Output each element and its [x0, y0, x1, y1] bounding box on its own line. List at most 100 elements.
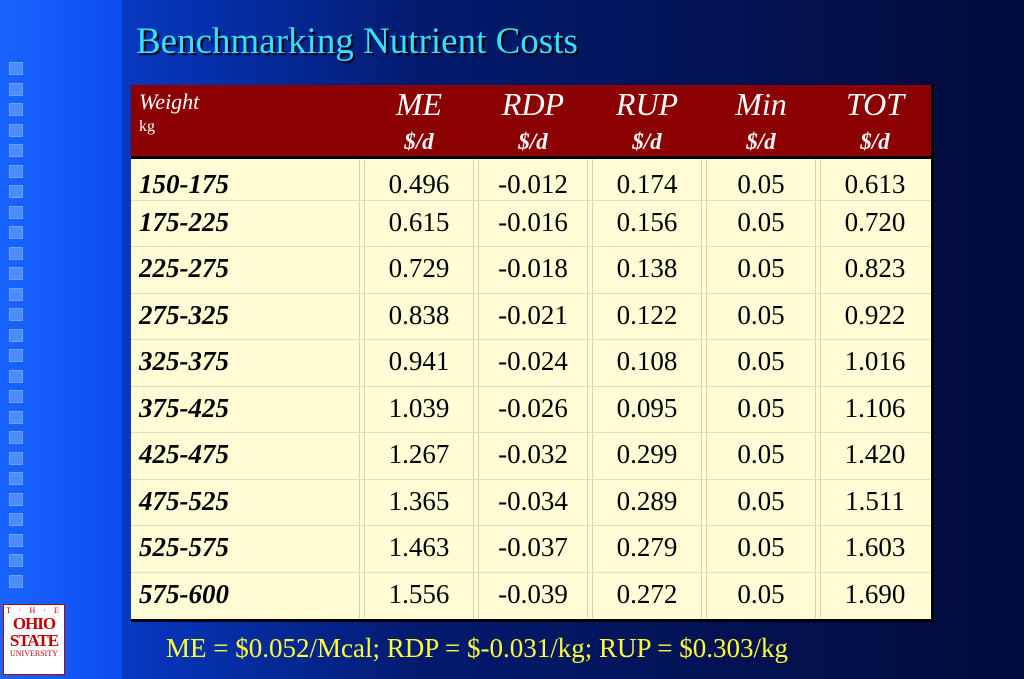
table-row: 225-275 0.729 -0.018 0.138 0.05 0.823: [131, 247, 931, 293]
decorative-square: [9, 226, 23, 239]
value-cell: 1.690: [844, 579, 906, 609]
value-cell: 1.556: [388, 579, 450, 609]
decorative-square: [9, 308, 23, 321]
table-header: Weight kg ME $/d RDP $/d RUP $/d Min $/d TOT $/d: [131, 85, 931, 159]
column-divider: [587, 159, 588, 619]
decorative-square: [9, 287, 23, 301]
value-cell: 1.365: [388, 486, 450, 516]
column-unit: $/d: [860, 129, 890, 154]
value-cell: 0.272: [616, 579, 678, 609]
value-cell: 1.039: [388, 393, 450, 423]
decorative-square: [9, 574, 23, 588]
value-cell: 0.05: [737, 300, 785, 330]
decorative-square: [9, 431, 23, 444]
value-cell: 0.05: [737, 579, 785, 609]
weight-cell: 175-225: [139, 207, 229, 237]
decorative-square: [9, 144, 23, 157]
value-cell: 1.511: [845, 486, 905, 516]
table-row: 425-475 1.267 -0.032 0.299 0.05 1.420: [131, 433, 931, 479]
value-cell: -0.026: [498, 393, 568, 423]
column-header-tot: TOT: [845, 86, 905, 122]
column-divider: [473, 159, 474, 619]
value-cell: 0.122: [616, 300, 678, 330]
value-cell: -0.039: [498, 579, 568, 609]
weight-cell: 325-375: [139, 346, 229, 376]
decorative-square: [9, 513, 23, 526]
column-unit: $/d: [404, 129, 434, 154]
value-cell: 0.729: [388, 253, 450, 283]
value-cell: 0.095: [616, 393, 678, 423]
value-cell: 0.299: [616, 439, 678, 469]
value-cell: 0.613: [844, 169, 906, 199]
decorative-square: [9, 267, 23, 280]
decorative-squares: [9, 62, 27, 595]
column-divider: [364, 159, 365, 619]
value-cell: 0.823: [844, 253, 906, 283]
column-unit: $/d: [746, 129, 776, 154]
decorative-square: [9, 205, 23, 219]
column-divider: [478, 159, 479, 619]
value-cell: 1.267: [388, 439, 450, 469]
decorative-square: [9, 451, 23, 465]
weight-cell: 275-325: [139, 300, 229, 330]
value-cell: 1.420: [844, 439, 906, 469]
value-cell: -0.018: [498, 253, 568, 283]
value-cell: 0.720: [844, 207, 906, 237]
column-header-me: ME: [395, 86, 443, 122]
weight-cell: 150-175: [139, 169, 229, 199]
value-cell: 0.922: [844, 300, 906, 330]
row-divider: [131, 293, 931, 294]
value-cell: 1.603: [844, 532, 906, 562]
decorative-square: [9, 103, 23, 116]
table-row: 325-375 0.941 -0.024 0.108 0.05 1.016: [131, 340, 931, 386]
decorative-square: [9, 82, 23, 96]
decorative-square: [9, 554, 23, 567]
column-header-min: Min: [735, 86, 787, 122]
column-header-rdp: RDP: [501, 86, 565, 122]
value-cell: 0.05: [737, 253, 785, 283]
column-unit: $/d: [518, 129, 548, 154]
decorative-square: [9, 410, 23, 424]
row-divider: [131, 479, 931, 480]
column-unit: $/d: [632, 129, 662, 154]
table-row: 375-425 1.039 -0.026 0.095 0.05 1.106: [131, 387, 931, 433]
decorative-square: [9, 164, 23, 178]
row-divider: [131, 572, 931, 573]
decorative-square: [9, 390, 23, 403]
ohio-state-logo: T · H · E OHIO STATE UNIVERSITY: [3, 604, 65, 675]
row-divider: [131, 339, 931, 340]
value-cell: 0.838: [388, 300, 450, 330]
nutrient-cost-table: Weight kg ME $/d RDP $/d RUP $/d Min $/d TOT $/d …: [131, 85, 934, 622]
value-cell: 0.615: [388, 207, 450, 237]
value-cell: -0.012: [498, 169, 568, 199]
decorative-square: [9, 328, 23, 342]
value-cell: 1.106: [844, 393, 906, 423]
logo-the: T · H · E: [6, 606, 62, 615]
value-cell: 0.05: [737, 393, 785, 423]
decorative-square: [9, 246, 23, 260]
value-cell: -0.024: [498, 346, 568, 376]
column-divider: [820, 159, 821, 619]
logo-state: STATE: [9, 631, 59, 650]
row-divider: [131, 525, 931, 526]
column-divider: [815, 159, 816, 619]
row-divider: [131, 432, 931, 433]
table-row: 275-325 0.838 -0.021 0.122 0.05 0.922: [131, 294, 931, 340]
weight-cell: 225-275: [139, 253, 229, 283]
decorative-square: [9, 533, 23, 547]
value-cell: 0.138: [616, 253, 678, 283]
value-cell: 0.05: [737, 169, 785, 199]
decorative-square: [9, 472, 23, 485]
value-cell: 0.05: [737, 486, 785, 516]
decorative-square: [9, 123, 23, 137]
value-cell: 1.463: [388, 532, 450, 562]
column-divider: [701, 159, 702, 619]
row-divider: [131, 200, 931, 201]
value-cell: -0.034: [498, 486, 568, 516]
column-divider: [592, 159, 593, 619]
value-cell: 0.05: [737, 207, 785, 237]
weight-cell: 575-600: [139, 579, 229, 609]
logo-university: UNIVERSITY: [10, 649, 58, 658]
table-row: 175-225 0.615 -0.016 0.156 0.05 0.720: [131, 201, 931, 247]
value-cell: 1.016: [844, 346, 906, 376]
